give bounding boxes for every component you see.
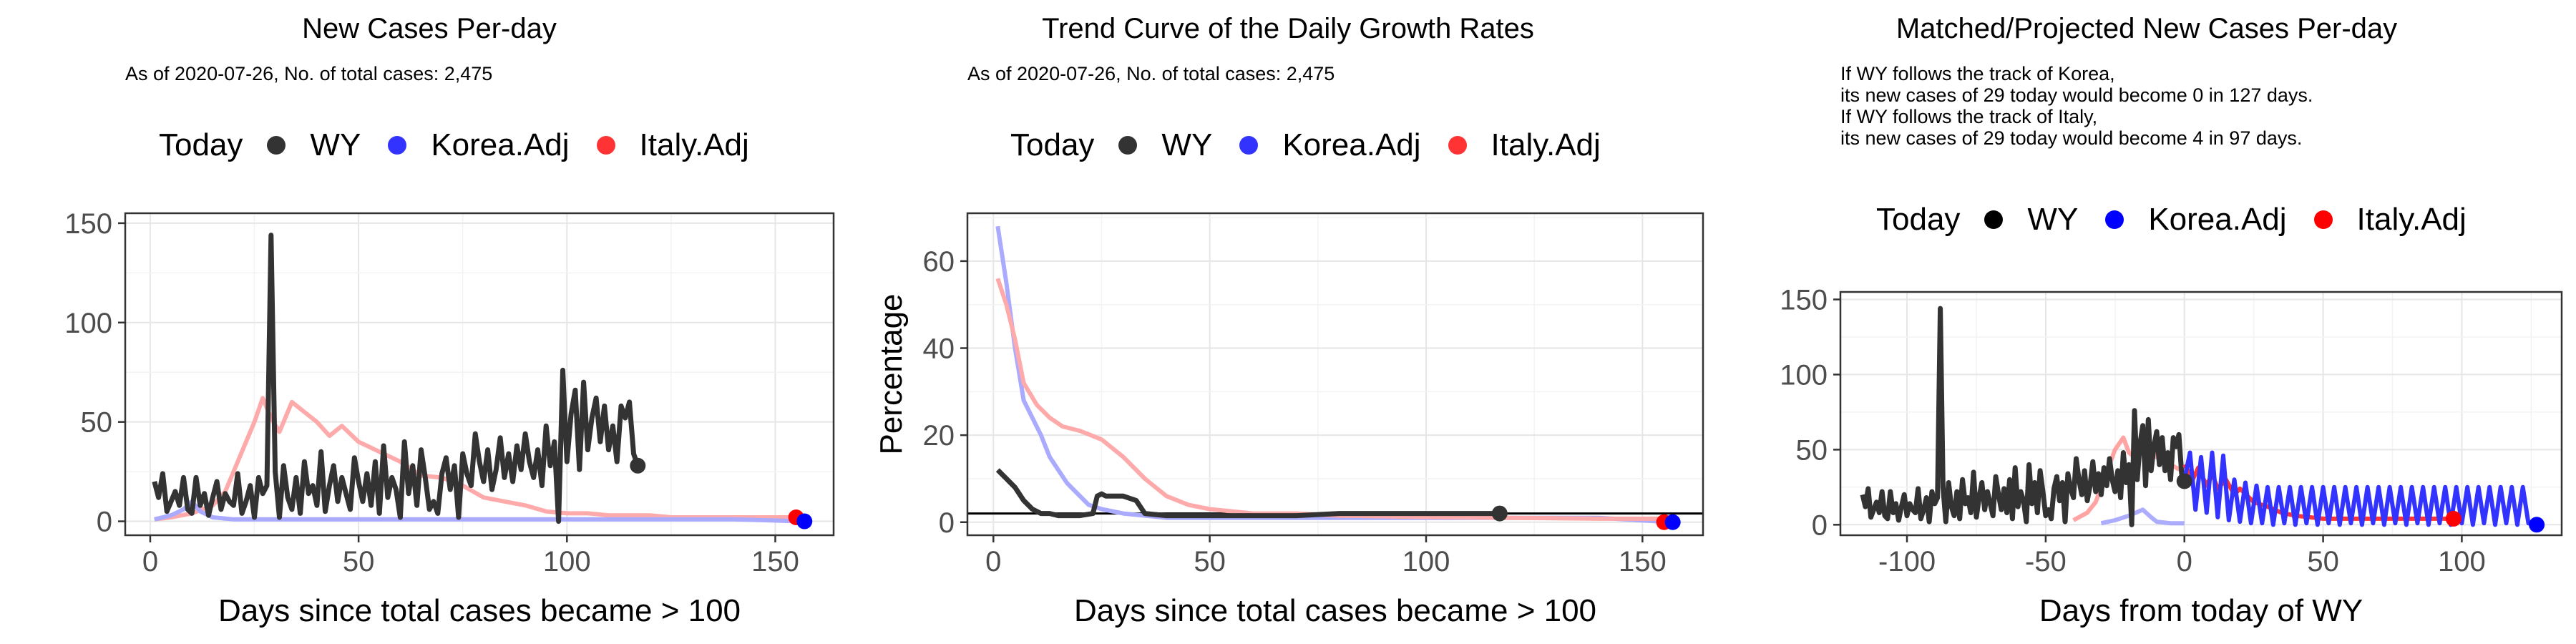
legend-item-korea: Korea.Adj <box>1239 127 1421 163</box>
legend-label-wy: WY <box>310 127 361 162</box>
legend-italy-dot-icon <box>2313 210 2333 229</box>
series-line-italy-adj <box>995 278 1664 521</box>
x-tick-label: 0 <box>142 546 158 577</box>
legend-label-korea: Korea.Adj <box>1282 127 1421 162</box>
y-tick-label: 50 <box>1796 434 1828 466</box>
x-tick-label: -50 <box>2025 546 2067 577</box>
legend-item-korea: Korea.Adj <box>388 127 570 163</box>
legend-item-italy: Italy.Adj <box>1448 127 1601 163</box>
legend-title: Today <box>159 127 243 162</box>
x-tick-label: 150 <box>1619 546 1667 577</box>
x-axis-title: Days since total cases became > 100 <box>1074 593 1596 628</box>
y-tick-label: 0 <box>97 507 112 538</box>
x-axis-title: Days since total cases became > 100 <box>218 593 741 628</box>
series-line-italy-adj-past <box>2072 435 2186 522</box>
y-tick-label: 0 <box>1812 509 1828 541</box>
legend-item-wy: WY <box>1118 127 1212 163</box>
y-tick-label: 50 <box>81 407 113 439</box>
x-axis-title: Days from today of WY <box>2039 593 2363 628</box>
legend-label-italy: Italy.Adj <box>639 127 749 162</box>
x-tick-label: 100 <box>1402 546 1450 577</box>
plot-background <box>125 213 834 535</box>
today-point-wy <box>1491 505 1508 522</box>
legend-italy-dot-icon <box>1448 136 1467 155</box>
legend-title: Today <box>1876 202 1961 237</box>
legend-wy-dot-icon <box>267 136 286 155</box>
y-tick-label: 150 <box>64 208 112 240</box>
chart-plot: 0 50 100 150 0 50 100 150 Days since total cases… <box>64 208 835 628</box>
chart-title: Trend Curve of the Daily Growth Rates <box>1042 13 1534 44</box>
today-point-korea-adj <box>796 513 813 530</box>
plot-border <box>966 212 1704 537</box>
y-axis-title: Percentage <box>874 293 909 454</box>
chart-plot: -100 -50 0 50 100 0 50 100 150 Days from today of… <box>1780 284 2563 628</box>
chart-subtitle: If WY follows the track of Korea, its ne… <box>1840 63 2313 149</box>
legend-label-korea: Korea.Adj <box>2148 202 2287 237</box>
x-tick-label: 0 <box>2177 546 2192 577</box>
legend-korea-dot-icon <box>388 136 407 155</box>
panel-matched-projected: Matched/Projected New Cases Per-day If W… <box>1717 0 2576 644</box>
series-line-wy <box>1860 306 2187 527</box>
legend-label-italy: Italy.Adj <box>2356 202 2467 237</box>
chart-title: Matched/Projected New Cases Per-day <box>1896 13 2398 44</box>
legend-label-wy: WY <box>1161 127 1213 162</box>
legend: Today WY Korea.Adj Italy.Adj <box>1876 202 2494 238</box>
legend-item-wy: WY <box>1984 202 2078 238</box>
y-tick-label: 40 <box>923 333 955 365</box>
y-tick-label: 0 <box>939 507 955 539</box>
legend-label-italy: Italy.Adj <box>1491 127 1601 162</box>
chart-title: New Cases Per-day <box>302 13 557 44</box>
x-tick-label: -100 <box>1878 546 1936 577</box>
plot-border <box>124 212 835 537</box>
x-tick-label: 0 <box>985 546 1001 577</box>
legend-label-wy: WY <box>2027 202 2079 237</box>
legend-item-wy: WY <box>267 127 361 163</box>
panel-new-cases: New Cases Per-day As of 2020-07-26, No. … <box>0 0 859 644</box>
y-tick-label: 60 <box>923 246 955 278</box>
series-line-wy <box>995 468 1500 519</box>
plot-border <box>1839 291 2563 537</box>
today-point-wy <box>2176 473 2192 489</box>
legend-korea-dot-icon <box>1239 136 1259 155</box>
chart-subtitle: As of 2020-07-26, No. of total cases: 2,… <box>125 63 493 84</box>
today-point-italy-adj <box>2445 510 2462 527</box>
legend-item-korea: Korea.Adj <box>2105 202 2287 238</box>
x-tick-label: 50 <box>343 546 375 577</box>
series-line-wy <box>152 233 640 525</box>
legend-label-korea: Korea.Adj <box>431 127 570 162</box>
legend-item-italy: Italy.Adj <box>596 127 749 163</box>
x-tick-label: 100 <box>543 546 591 577</box>
x-tick-label: 150 <box>751 546 799 577</box>
legend-wy-dot-icon <box>1984 210 2004 229</box>
plot-background <box>967 213 1703 535</box>
legend-italy-dot-icon <box>596 136 615 155</box>
legend: Today WY Korea.Adj Italy.Adj <box>159 127 776 163</box>
legend-korea-dot-icon <box>2105 210 2124 229</box>
y-tick-label: 100 <box>64 308 112 339</box>
legend-item-italy: Italy.Adj <box>2313 202 2467 238</box>
series-line-korea-adj <box>2182 450 2537 527</box>
chart-subtitle: As of 2020-07-26, No. of total cases: 2,… <box>967 63 1335 84</box>
series-line-korea-adj-past <box>2100 507 2185 526</box>
legend-title: Today <box>1010 127 1095 162</box>
chart-plot: 0 50 100 150 0 20 40 60 Days since total cases b… <box>874 212 1704 628</box>
today-point-korea-adj <box>1664 514 1681 530</box>
y-tick-label: 20 <box>923 420 955 452</box>
x-tick-label: 100 <box>2438 546 2486 577</box>
x-tick-label: 50 <box>1194 546 1226 577</box>
legend: Today WY Korea.Adj Italy.Adj <box>1010 127 1628 163</box>
x-tick-label: 50 <box>2307 546 2339 577</box>
today-point-wy <box>630 457 646 474</box>
legend-wy-dot-icon <box>1118 136 1138 155</box>
panel-growth-rates: Trend Curve of the Daily Growth Rates As… <box>859 0 1717 644</box>
today-point-korea-adj <box>2529 517 2545 533</box>
y-tick-label: 150 <box>1780 284 1828 316</box>
y-tick-label: 100 <box>1780 359 1828 391</box>
